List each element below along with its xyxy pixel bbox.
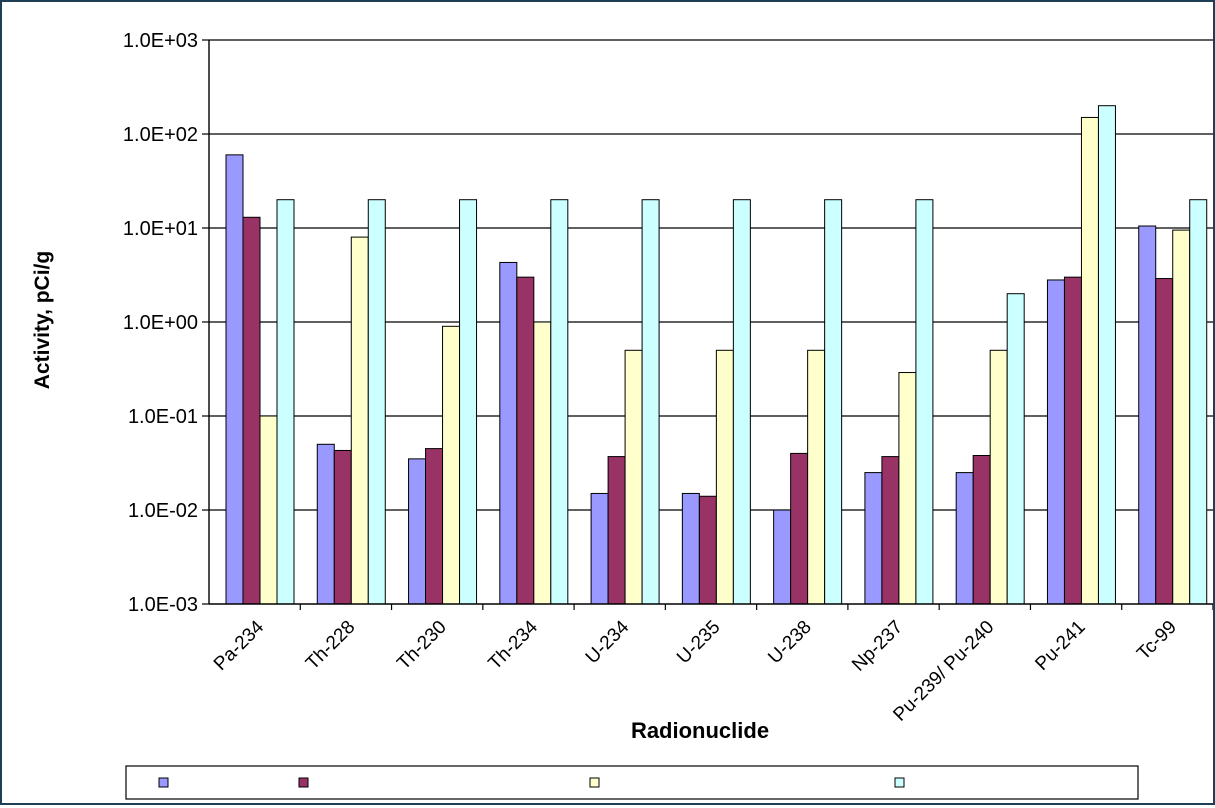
x-tick-label: Th-230 xyxy=(393,617,450,674)
bar xyxy=(590,492,609,605)
x-tick-labels: Pa-234 Th-228 Th-230 Th-234 U-234 U-235 U-238 N… xyxy=(210,616,1181,725)
bar xyxy=(533,321,552,605)
bar xyxy=(898,372,917,605)
x-tick-label: U-238 xyxy=(764,617,815,668)
bar xyxy=(242,216,261,605)
bar xyxy=(1189,199,1208,605)
bar xyxy=(1006,293,1025,605)
bar xyxy=(459,199,478,605)
bar xyxy=(316,443,335,605)
bar xyxy=(1138,225,1157,605)
y-tick-labels: 1.0E-03 1.0E-02 1.0E-01 1.0E+00 1.0E+01 1.0E+… xyxy=(123,30,198,616)
bar xyxy=(408,458,427,605)
y-tick-label: 1.0E-01 xyxy=(128,406,198,428)
bar xyxy=(715,349,734,605)
bar xyxy=(425,448,444,605)
y-tick-label: 1.0E+03 xyxy=(123,30,198,52)
x-tick-label: Th-234 xyxy=(485,616,543,674)
bar xyxy=(442,325,461,605)
bar xyxy=(1097,105,1116,605)
bar xyxy=(641,199,660,605)
x-tick-label: Tc-99 xyxy=(1133,617,1181,665)
bar xyxy=(681,492,700,605)
bar xyxy=(881,456,900,605)
x-tick-label: Pa-234 xyxy=(210,616,268,674)
bar xyxy=(864,472,883,605)
bar xyxy=(773,509,792,605)
bar xyxy=(259,415,278,605)
bar xyxy=(790,452,809,605)
bar xyxy=(624,349,643,605)
bar xyxy=(972,455,991,605)
x-tick-label: Th-228 xyxy=(302,617,359,674)
y-tick-label: 1.0E+01 xyxy=(123,218,198,240)
bar xyxy=(367,199,386,605)
legend-swatch xyxy=(589,777,600,788)
legend-items xyxy=(158,777,905,788)
bar xyxy=(333,449,352,605)
bar xyxy=(989,349,1008,605)
bar xyxy=(915,199,934,605)
bar xyxy=(732,199,751,605)
bar xyxy=(955,472,974,605)
y-tick-label: 1.0E-02 xyxy=(128,500,198,522)
bar xyxy=(607,456,626,605)
bar xyxy=(550,199,569,605)
bar xyxy=(1063,276,1082,605)
y-tick-label: 1.0E+02 xyxy=(123,124,198,146)
axes xyxy=(202,39,1214,610)
legend-swatch xyxy=(298,777,309,788)
x-tick-label: U-235 xyxy=(673,617,724,668)
y-axis-label: Activity, pCi/g xyxy=(31,251,54,389)
legend-swatch xyxy=(158,777,169,788)
x-axis-label: Radionuclide xyxy=(631,718,769,743)
bar xyxy=(499,261,518,605)
bar xyxy=(1046,279,1065,605)
bar xyxy=(698,495,717,605)
bar xyxy=(225,154,244,605)
bar xyxy=(1172,229,1191,605)
bar xyxy=(807,349,826,605)
legend-swatch xyxy=(894,777,905,788)
y-tick-label: 1.0E+00 xyxy=(123,312,198,334)
x-tick-label: Pu-241 xyxy=(1031,617,1089,675)
x-tick-label: U-234 xyxy=(582,616,634,668)
bar xyxy=(824,199,843,605)
bar xyxy=(1155,278,1174,605)
legend-box xyxy=(125,765,1139,800)
x-tick-label: Pu-239/ Pu-240 xyxy=(889,617,998,726)
bar xyxy=(276,199,295,605)
y-tick-label: 1.0E-03 xyxy=(128,594,198,616)
bar xyxy=(350,236,369,605)
bars xyxy=(225,105,1208,605)
x-tick-label: Np-237 xyxy=(848,617,907,676)
bar xyxy=(516,276,535,605)
bar xyxy=(1080,116,1099,605)
legend xyxy=(125,765,1139,800)
